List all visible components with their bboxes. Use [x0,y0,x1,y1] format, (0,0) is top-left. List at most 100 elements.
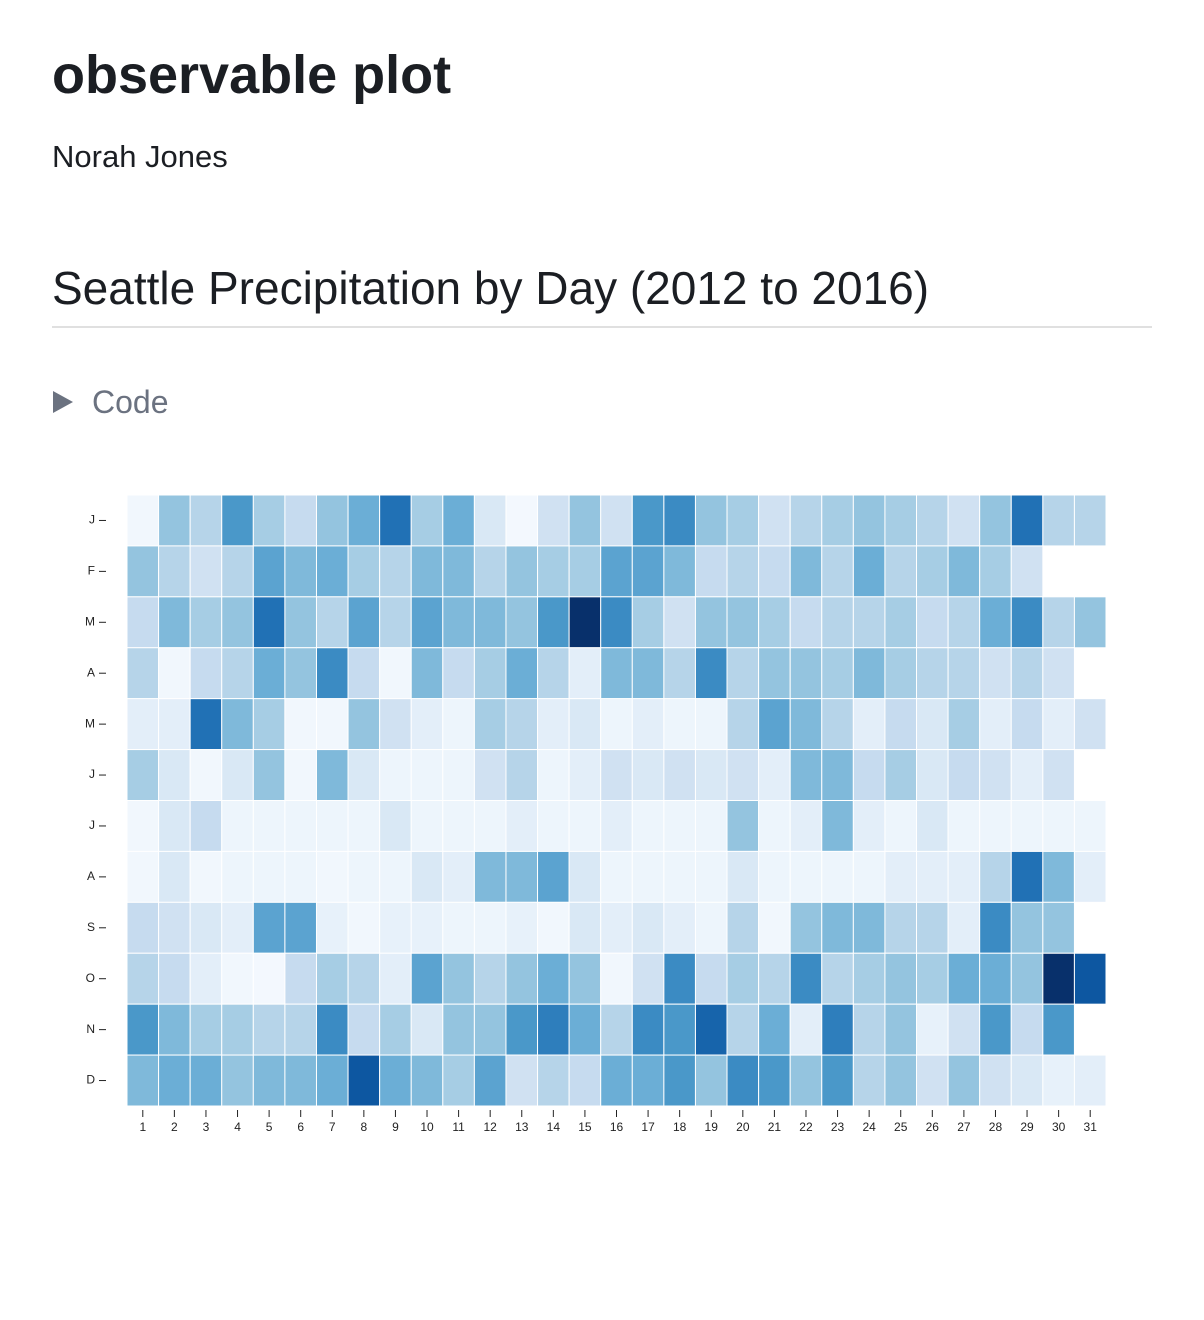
x-tick-label: 27 [957,1120,971,1134]
cell [126,749,160,802]
cell [158,545,191,598]
cell [947,596,981,649]
cell [315,800,349,852]
cell [442,850,475,903]
cell [789,901,823,954]
cell [410,850,444,903]
cell [158,647,191,700]
y-tick-label: F [88,564,95,578]
cell [884,596,918,649]
cell [758,545,791,598]
cell [284,596,317,649]
x-tick-label: 15 [578,1120,592,1134]
cell [1010,596,1044,649]
cell [284,1003,317,1056]
cell [537,952,570,1005]
cell [347,1003,381,1056]
cell [979,494,1012,547]
cell [1010,901,1044,954]
cell [568,1003,602,1056]
cell [126,850,160,903]
cell [631,1054,665,1107]
cell [284,800,317,852]
cell [979,698,1012,751]
cell [821,1003,854,1056]
cell [410,901,444,954]
cell [1042,749,1075,802]
cell [379,749,412,802]
x-tick-label: 12 [483,1120,497,1134]
cell [1042,800,1075,852]
cell [568,1054,602,1107]
cell [852,901,886,954]
cell [1010,647,1044,700]
cell [663,800,696,852]
cell [189,698,223,751]
cell [852,647,886,700]
cell [979,800,1012,852]
cell [1042,494,1075,547]
cell [852,698,886,751]
cell [126,1003,160,1056]
cell [1042,698,1075,751]
cell [473,850,507,903]
cell [284,952,317,1005]
cell [537,850,570,903]
cell [379,647,412,700]
cell [473,901,507,954]
cell [189,494,223,547]
cell [789,545,823,598]
x-tick-label: 28 [989,1120,1003,1134]
cell [1010,545,1044,598]
cell [884,545,918,598]
y-tick-label: N [86,1022,95,1036]
cell [916,647,949,700]
cell [694,494,728,547]
cell [505,1054,539,1107]
cell [505,647,539,700]
code-label[interactable]: Code [92,384,169,420]
cell [126,901,160,954]
cell [315,494,349,547]
cell [252,494,286,547]
cell [947,698,981,751]
y-tick-label: D [86,1073,95,1087]
cell [410,596,444,649]
cell [189,749,223,802]
cell [537,901,570,954]
cell [347,749,381,802]
cell [347,952,381,1005]
cell [663,901,696,954]
cell [821,901,854,954]
cell [916,494,949,547]
cell [189,1054,223,1107]
cell [315,545,349,598]
cell [789,1003,823,1056]
cell [537,545,570,598]
cell [158,800,191,852]
cell [252,901,286,954]
cell [821,647,854,700]
cell [505,596,539,649]
cell [884,698,918,751]
cell [126,647,160,700]
cell [221,698,254,751]
cell [631,901,665,954]
cell [1010,850,1044,903]
cell [694,850,728,903]
cell [947,1054,981,1107]
cell [379,494,412,547]
cell [568,850,602,903]
cell [663,647,696,700]
cell [221,901,254,954]
cell [126,1054,160,1107]
cell [505,850,539,903]
cell [189,545,223,598]
cell [821,698,854,751]
page-title: observable plot [52,45,452,105]
cell [1010,952,1044,1005]
cell [537,1054,570,1107]
code-toggle[interactable]: Code [52,382,169,422]
cell [410,749,444,802]
cell [379,850,412,903]
